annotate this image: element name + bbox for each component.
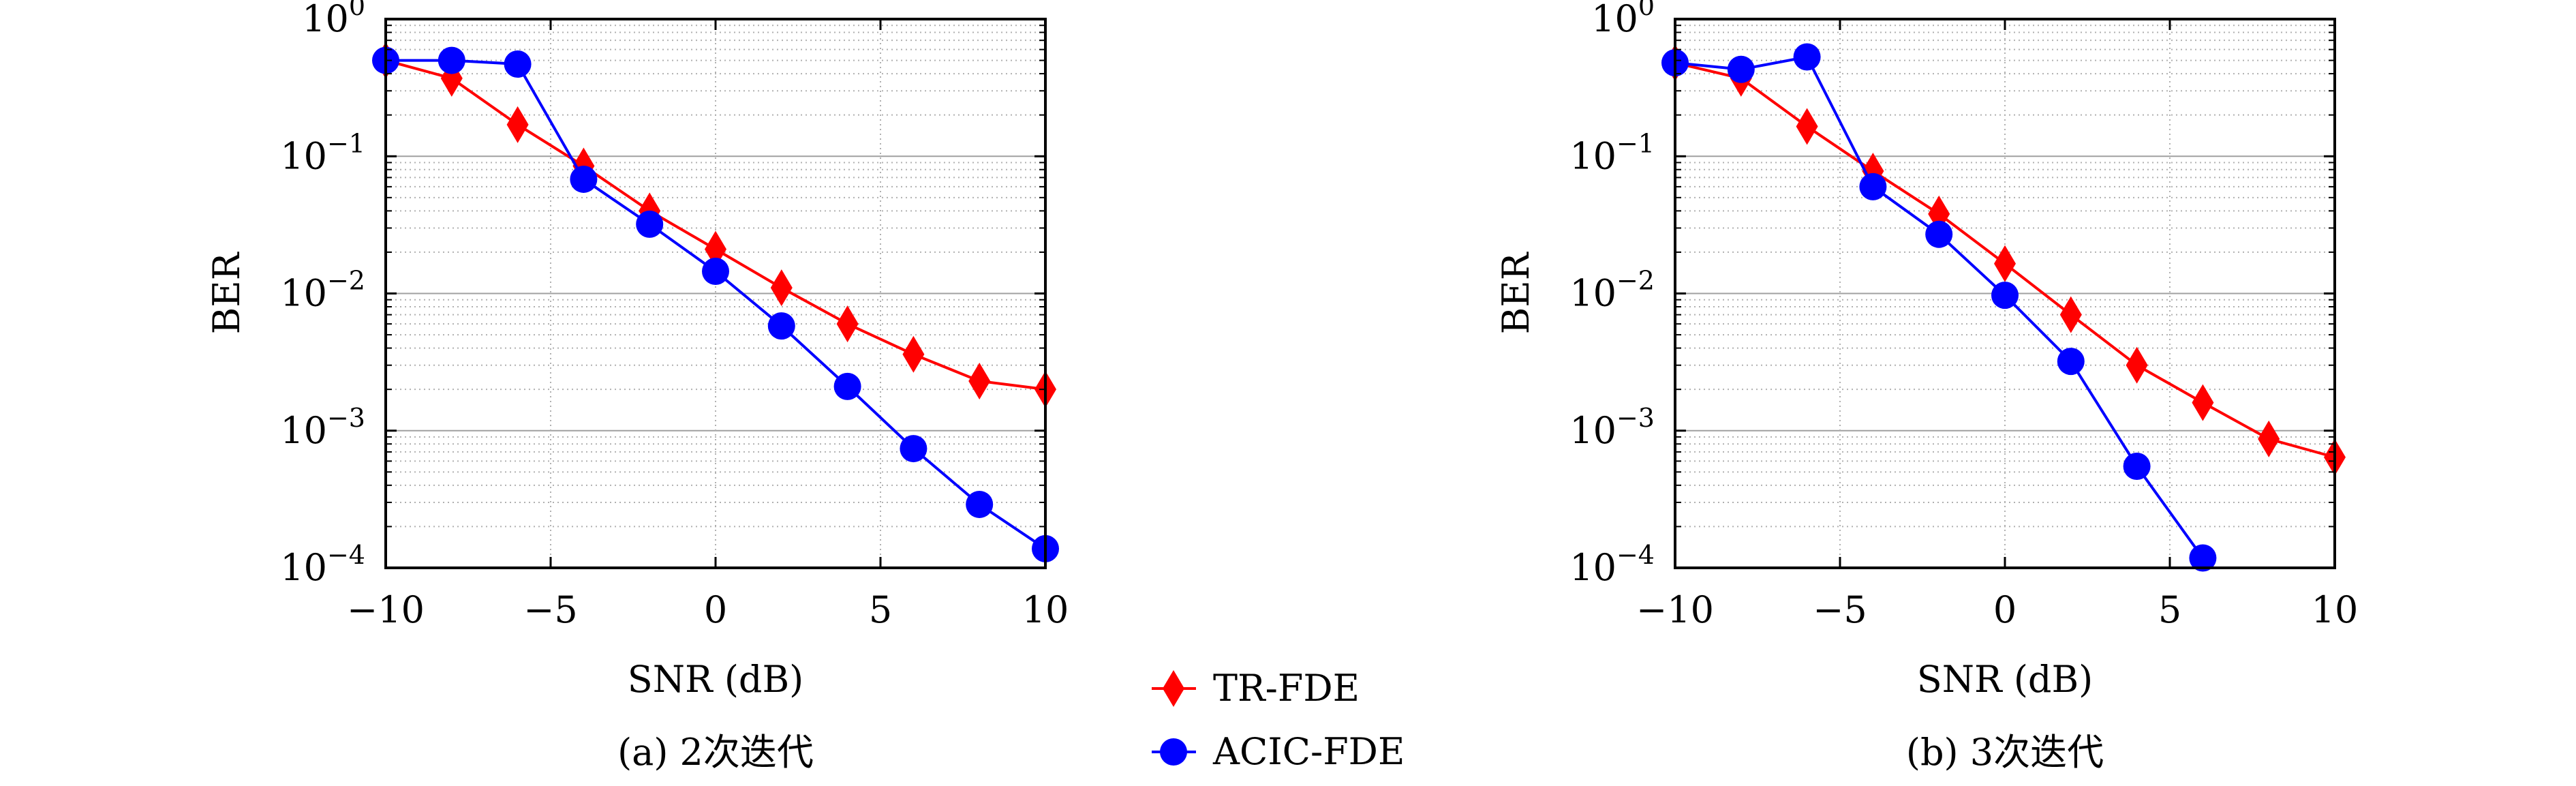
data-point-diamond bbox=[2192, 384, 2214, 421]
x-tick-label: −5 bbox=[523, 588, 578, 631]
data-point-circle bbox=[636, 210, 664, 238]
data-point-circle bbox=[966, 490, 994, 518]
data-point-circle bbox=[2123, 453, 2151, 481]
data-point-diamond bbox=[2258, 420, 2280, 457]
x-tick-label: −10 bbox=[1636, 588, 1714, 631]
series-acic-fde bbox=[372, 46, 1059, 562]
legend-label-tr-fde: TR-FDE bbox=[1213, 667, 1360, 710]
data-point-diamond bbox=[770, 269, 793, 307]
y-tick-label: 100 bbox=[1591, 0, 1655, 40]
data-point-circle bbox=[702, 258, 729, 286]
chart-panel: −10 −5 0 5 10 100 10−1 10−2 10−3 10−4 SNR (dB) BER (… bbox=[1494, 0, 2358, 774]
legend-diamond-marker bbox=[1163, 670, 1184, 707]
y-tick-label: 10−4 bbox=[1569, 540, 1655, 589]
data-point-diamond bbox=[1994, 245, 2016, 282]
y-tick-label: 10−3 bbox=[280, 403, 365, 452]
x-tick-label: 0 bbox=[1993, 588, 2017, 631]
y-axis-label: BER bbox=[1494, 252, 1537, 334]
data-point-circle bbox=[2189, 544, 2217, 572]
x-axis-label: SNR (dB) bbox=[1917, 658, 2093, 701]
x-tick-label: 10 bbox=[2312, 588, 2359, 631]
data-point-diamond bbox=[968, 362, 991, 399]
data-point-diamond bbox=[2059, 296, 2082, 333]
x-tick-label: 0 bbox=[704, 588, 727, 631]
y-axis-label: BER bbox=[205, 252, 248, 334]
data-point-circle bbox=[504, 50, 532, 78]
data-point-circle bbox=[900, 435, 927, 463]
x-tick-label: −5 bbox=[1813, 588, 1867, 631]
y-tick-label: 10−2 bbox=[1569, 266, 1655, 315]
legend-circle-marker bbox=[1160, 738, 1187, 766]
data-point-circle bbox=[438, 46, 465, 74]
data-point-circle bbox=[1727, 55, 1755, 83]
chart-panel: −10 −5 0 5 10 100 10−1 10−2 10−3 10−4 SNR (dB) BER (… bbox=[205, 0, 1069, 774]
data-point-circle bbox=[1925, 220, 1953, 248]
data-point-diamond bbox=[836, 305, 859, 343]
data-point-diamond bbox=[1862, 152, 1884, 190]
data-point-circle bbox=[833, 372, 861, 400]
panel-caption: (a) 2次迭代 bbox=[617, 731, 814, 774]
legend-label-acic-fde: ACIC-FDE bbox=[1212, 730, 1405, 773]
legend: TR-FDE ACIC-FDE bbox=[1152, 667, 1405, 773]
legend-entry-tr-fde: TR-FDE bbox=[1152, 667, 1360, 710]
y-tick-label: 10−2 bbox=[280, 266, 365, 315]
data-point-circle bbox=[1793, 43, 1821, 71]
x-tick-label: 5 bbox=[869, 588, 892, 631]
data-point-diamond bbox=[902, 335, 925, 373]
y-tick-label: 10−3 bbox=[1569, 403, 1655, 452]
y-tick-label: 10−1 bbox=[1569, 128, 1655, 177]
panel-caption: (b) 3次迭代 bbox=[1906, 731, 2104, 774]
data-point-circle bbox=[1859, 172, 1887, 200]
legend-entry-acic-fde: ACIC-FDE bbox=[1152, 730, 1405, 773]
x-tick-label: −10 bbox=[347, 588, 425, 631]
x-axis-label: SNR (dB) bbox=[628, 658, 803, 701]
y-tick-label: 10−4 bbox=[280, 540, 365, 589]
data-point-circle bbox=[767, 312, 795, 340]
y-tick-label: 10−1 bbox=[280, 128, 365, 177]
data-point-diamond bbox=[1796, 108, 1818, 145]
data-point-diamond bbox=[705, 230, 726, 268]
data-point-circle bbox=[1991, 282, 2019, 309]
x-tick-label: 10 bbox=[1022, 588, 1069, 631]
data-point-circle bbox=[2057, 348, 2085, 376]
x-tick-label: 5 bbox=[2158, 588, 2181, 631]
y-tick-label: 100 bbox=[302, 0, 365, 40]
data-point-diamond bbox=[506, 106, 529, 143]
data-point-diamond bbox=[2126, 346, 2148, 384]
series-tr-fde bbox=[375, 42, 1056, 408]
data-point-circle bbox=[570, 165, 598, 193]
